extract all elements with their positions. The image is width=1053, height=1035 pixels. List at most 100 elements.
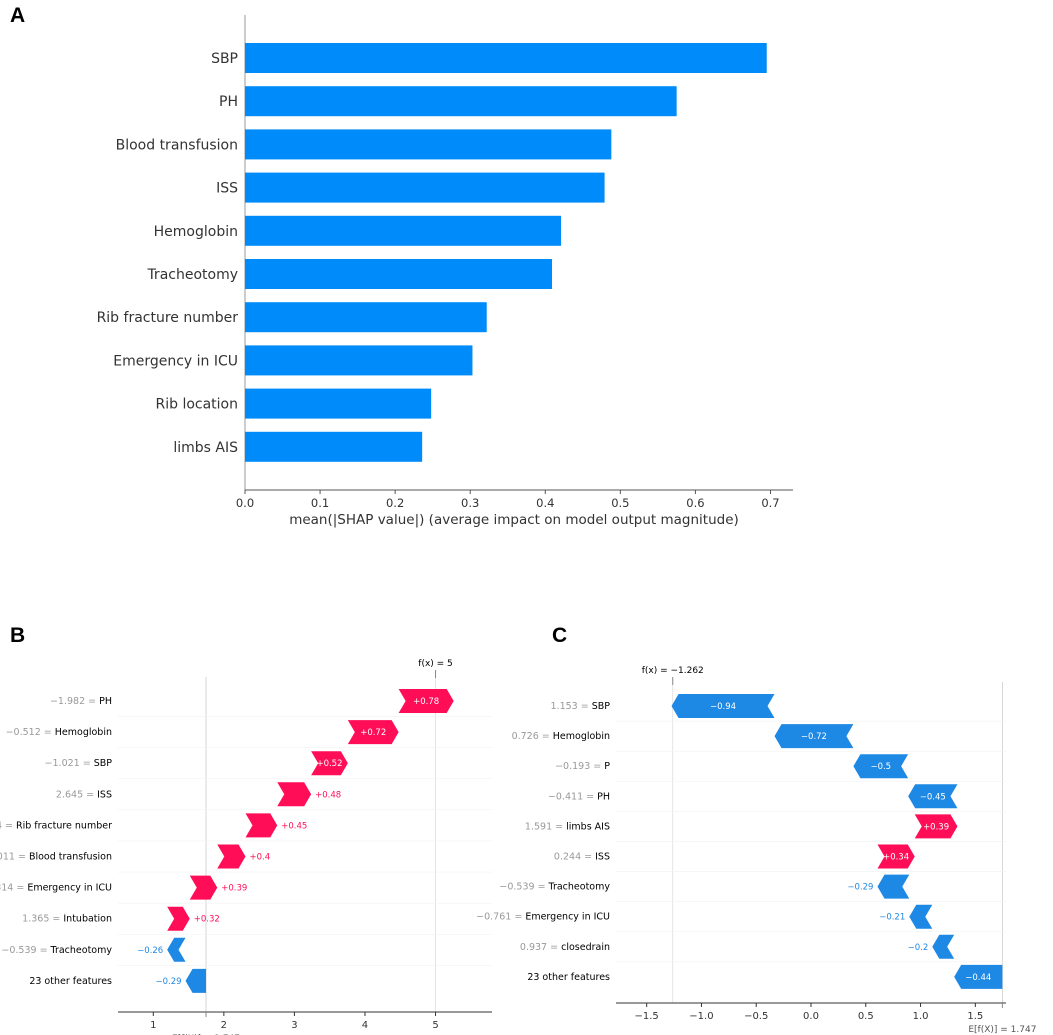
feature-value-c-7: −0.761 — [476, 912, 511, 923]
feature-label-a-5: Tracheotomy — [146, 267, 238, 283]
feature-name-c-4: limbs AIS — [566, 821, 610, 832]
base-label-c: E[f(X)] = 1.747 — [968, 1025, 1036, 1035]
feature-label-a-4: Hemoglobin — [154, 224, 238, 240]
bar-a-6 — [245, 302, 487, 333]
bar-a-0 — [245, 43, 767, 73]
shap-bar-b-2 — [311, 751, 348, 776]
tick-label-b-0: 1 — [150, 1020, 156, 1031]
feature-label-c-5: 0.244 = ISS — [554, 852, 610, 863]
shap-bar-b-0 — [398, 689, 454, 713]
feature-value-c-4: 1.591 — [525, 821, 552, 832]
shap-bar-b-6 — [189, 875, 218, 900]
feature-name-c-5: ISS — [595, 852, 610, 863]
shap-bar-b-4 — [245, 813, 278, 838]
shap-value-b-8: −0.26 — [137, 946, 163, 956]
chart-a-feature-importance: SBP PH Blood transfusion ISS Hemoglobin Trach… — [97, 15, 793, 528]
tick-label-c-4: 0.5 — [858, 1011, 874, 1022]
shap-value-b-5: +0.4 — [250, 853, 271, 863]
feature-value-b-4: 1.664 — [0, 820, 2, 831]
feature-name-b-4: Rib fracture number — [16, 820, 112, 831]
tick-label-a-1: 0.1 — [311, 496, 329, 510]
shap-bar-c-1 — [774, 724, 854, 749]
feature-label-b-2: −1.021 = SBP — [45, 758, 113, 769]
feature-label-b-1: −0.512 = Hemoglobin — [6, 727, 112, 738]
shap-value-b-2: +0.52 — [316, 759, 342, 769]
equals-sign: = — [15, 852, 29, 863]
equals-sign: = — [49, 914, 63, 925]
shap-bar-c-6 — [877, 874, 910, 899]
feature-label-b-3: 2.645 = ISS — [56, 789, 112, 800]
feature-value-c-6: −0.539 — [499, 882, 534, 893]
feature-value-b-6: 1.314 — [0, 883, 13, 894]
feature-value-b-8: −0.539 — [1, 945, 36, 956]
equals-sign: = — [583, 791, 597, 802]
tick-label-a-4: 0.4 — [536, 496, 554, 510]
tick-label-a-6: 0.6 — [686, 496, 704, 510]
equals-sign: = — [511, 912, 525, 923]
tick-label-a-7: 0.7 — [761, 496, 779, 510]
tick-label-b-4: 5 — [432, 1020, 438, 1031]
feature-name-b-9: 23 other features — [29, 976, 112, 987]
tick-label-c-5: 1.0 — [913, 1011, 929, 1022]
bar-a-1 — [245, 86, 677, 117]
shap-value-b-0: +0.78 — [413, 697, 439, 707]
shap-value-b-9: −0.29 — [155, 977, 181, 987]
shap-value-c-5: +0.34 — [883, 853, 909, 863]
equals-sign: = — [578, 701, 592, 712]
shap-bar-c-8 — [932, 934, 955, 959]
feature-label-b-9: 23 other features — [29, 976, 112, 987]
feature-name-b-7: Intubation — [63, 914, 112, 925]
shap-value-c-9: −0.44 — [965, 973, 991, 983]
tick-label-c-2: −0.5 — [744, 1011, 768, 1022]
shap-value-c-8: −0.2 — [908, 943, 929, 953]
equals-sign: = — [539, 731, 553, 742]
feature-label-c-1: 0.726 = Hemoglobin — [512, 731, 610, 742]
feature-label-c-3: −0.411 = PH — [548, 791, 610, 802]
tick-label-a-2: 0.2 — [386, 496, 404, 510]
feature-name-c-8: closedrain — [561, 942, 610, 953]
panel-label-b: B — [10, 624, 25, 647]
equals-sign: = — [547, 942, 561, 953]
x-axis-label-a: mean(|SHAP value|) (average impact on mo… — [289, 512, 739, 528]
bar-a-9 — [245, 431, 423, 462]
tick-label-a-0: 0.0 — [236, 496, 254, 510]
tick-label-c-3: 0.0 — [803, 1011, 819, 1022]
feature-name-c-7: Emergency in ICU — [525, 912, 610, 923]
bar-a-4 — [245, 215, 562, 246]
shap-value-b-1: +0.72 — [360, 728, 386, 738]
shap-value-c-7: −0.21 — [879, 913, 905, 923]
feature-label-b-6: 1.314 = Emergency in ICU — [0, 883, 112, 894]
tick-label-a-5: 0.5 — [611, 496, 629, 510]
feature-label-b-7: 1.365 = Intubation — [22, 914, 112, 925]
shap-bar-b-9 — [185, 968, 206, 993]
bar-a-8 — [245, 388, 432, 419]
feature-name-b-8: Tracheotomy — [50, 945, 113, 956]
fx-label-b: f(x) = 5 — [418, 659, 453, 669]
bar-a-5 — [245, 259, 553, 289]
feature-value-c-3: −0.411 — [548, 791, 583, 802]
bar-a-7 — [245, 345, 473, 376]
tick-label-a-3: 0.3 — [461, 496, 479, 510]
tick-label-b-1: 2 — [221, 1020, 227, 1031]
feature-value-b-7: 1.365 — [22, 914, 49, 925]
feature-value-c-2: −0.193 — [555, 761, 590, 772]
equals-sign: = — [83, 789, 97, 800]
feature-label-a-2: Blood transfusion — [116, 137, 238, 153]
chart-b-waterfall: +0.78 −1.982 = PH +0.72 −0.512 = Hemoglobin… — [0, 659, 492, 1035]
equals-sign: = — [13, 883, 27, 894]
bar-a-2 — [245, 129, 612, 160]
feature-label-c-8: 0.937 = closedrain — [520, 942, 610, 953]
shap-bar-c-0 — [671, 694, 775, 718]
feature-label-a-7: Emergency in ICU — [113, 353, 238, 369]
shap-bar-c-2 — [853, 754, 909, 779]
shap-bar-c-3 — [908, 784, 958, 809]
feature-name-b-6: Emergency in ICU — [27, 883, 112, 894]
equals-sign: = — [37, 945, 51, 956]
panel-label-c: C — [552, 624, 567, 647]
fx-label-c: f(x) = −1.262 — [642, 666, 704, 676]
shap-value-c-2: −0.5 — [870, 762, 891, 772]
feature-label-b-4: 1.664 = Rib fracture number — [0, 820, 112, 831]
shap-bar-b-8 — [167, 937, 186, 962]
feature-name-c-6: Tracheotomy — [548, 882, 611, 893]
